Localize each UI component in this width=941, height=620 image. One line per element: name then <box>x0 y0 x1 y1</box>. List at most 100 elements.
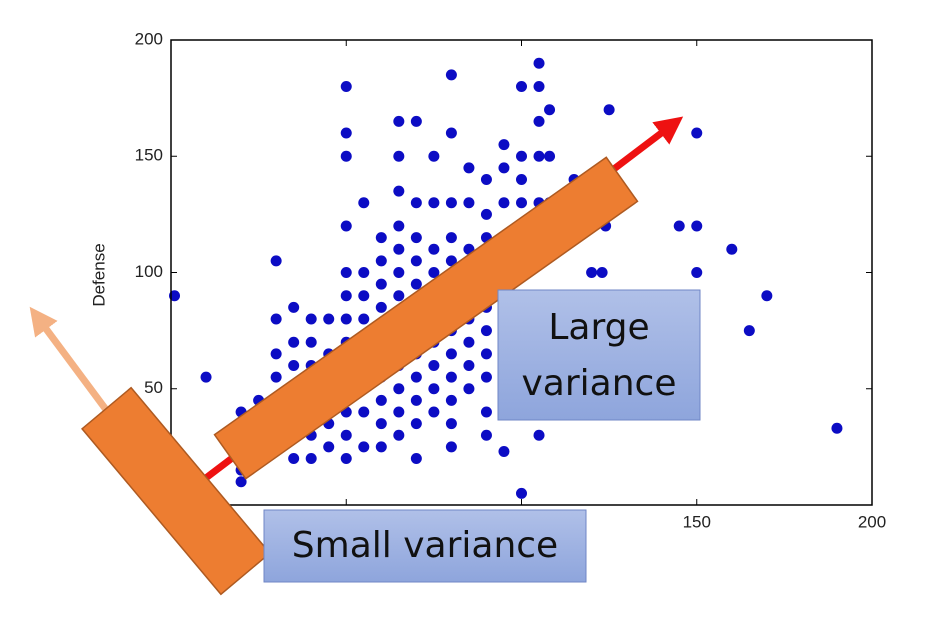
point <box>410 371 422 383</box>
point <box>323 313 335 325</box>
point <box>340 429 352 441</box>
point <box>445 348 457 360</box>
point <box>340 267 352 278</box>
point <box>544 150 556 162</box>
point <box>288 301 300 313</box>
point <box>498 197 510 209</box>
point <box>393 220 405 232</box>
point <box>533 57 545 69</box>
point <box>480 371 492 383</box>
point <box>340 81 352 92</box>
point <box>463 197 475 209</box>
y-tick-label: 50 <box>144 378 163 397</box>
point <box>480 208 492 220</box>
point <box>428 267 440 278</box>
point <box>516 174 527 185</box>
point <box>428 360 440 371</box>
point <box>410 453 422 464</box>
point <box>726 243 738 255</box>
point <box>691 127 703 139</box>
point <box>603 104 615 116</box>
point <box>169 290 181 302</box>
point <box>340 313 352 325</box>
point <box>410 394 422 406</box>
point <box>480 325 492 337</box>
point <box>340 150 352 162</box>
point <box>358 441 370 453</box>
point <box>428 243 440 255</box>
y-tick-label: 100 <box>135 262 163 281</box>
point <box>340 453 352 464</box>
point <box>393 115 405 127</box>
point <box>393 185 405 197</box>
point <box>375 301 387 313</box>
point <box>288 453 300 464</box>
point <box>445 69 457 81</box>
point <box>743 325 755 337</box>
point <box>533 115 545 127</box>
point <box>428 406 440 418</box>
point <box>445 255 457 267</box>
point <box>498 139 510 151</box>
point <box>410 232 422 244</box>
point <box>393 150 405 162</box>
point <box>428 150 440 162</box>
annotation-line: Large <box>548 307 649 348</box>
point <box>375 394 387 406</box>
point <box>393 243 405 255</box>
point <box>375 278 387 290</box>
point <box>761 290 773 302</box>
point <box>480 174 492 185</box>
point <box>445 232 457 244</box>
point <box>480 348 492 360</box>
point <box>375 232 387 244</box>
point <box>410 255 422 267</box>
x-tick-label: 150 <box>683 512 711 531</box>
point <box>270 371 282 383</box>
point <box>288 360 300 371</box>
point <box>270 313 282 325</box>
secondary-arrow <box>29 306 113 418</box>
point <box>428 383 440 395</box>
x-tick-label: 200 <box>858 512 886 531</box>
point <box>410 418 422 430</box>
point <box>375 418 387 430</box>
y-tick-label: 150 <box>135 146 163 165</box>
point <box>445 441 457 453</box>
point <box>533 81 545 92</box>
point <box>358 406 370 418</box>
point <box>393 290 405 302</box>
point <box>235 476 247 488</box>
point <box>445 197 457 209</box>
point <box>480 429 492 441</box>
point <box>270 255 282 267</box>
point <box>340 290 352 302</box>
large-variance-bar <box>213 156 639 480</box>
point <box>305 336 317 348</box>
point <box>393 383 405 395</box>
point <box>463 360 475 371</box>
point <box>533 429 545 441</box>
point <box>445 394 457 406</box>
point <box>375 255 387 267</box>
point <box>358 290 370 302</box>
point <box>691 220 703 232</box>
point <box>270 348 282 360</box>
point <box>393 429 405 441</box>
point <box>516 81 527 92</box>
point <box>445 371 457 383</box>
point <box>358 197 370 209</box>
point <box>200 371 212 383</box>
point <box>463 336 475 348</box>
point <box>586 267 598 278</box>
small-variance-bar <box>81 386 271 596</box>
point <box>516 150 527 162</box>
y-tick-label: 200 <box>135 29 163 48</box>
point <box>340 127 352 139</box>
y-axis-label: Defense <box>89 243 108 306</box>
point <box>410 197 422 209</box>
point <box>393 406 405 418</box>
point <box>831 422 843 434</box>
point <box>498 446 510 458</box>
